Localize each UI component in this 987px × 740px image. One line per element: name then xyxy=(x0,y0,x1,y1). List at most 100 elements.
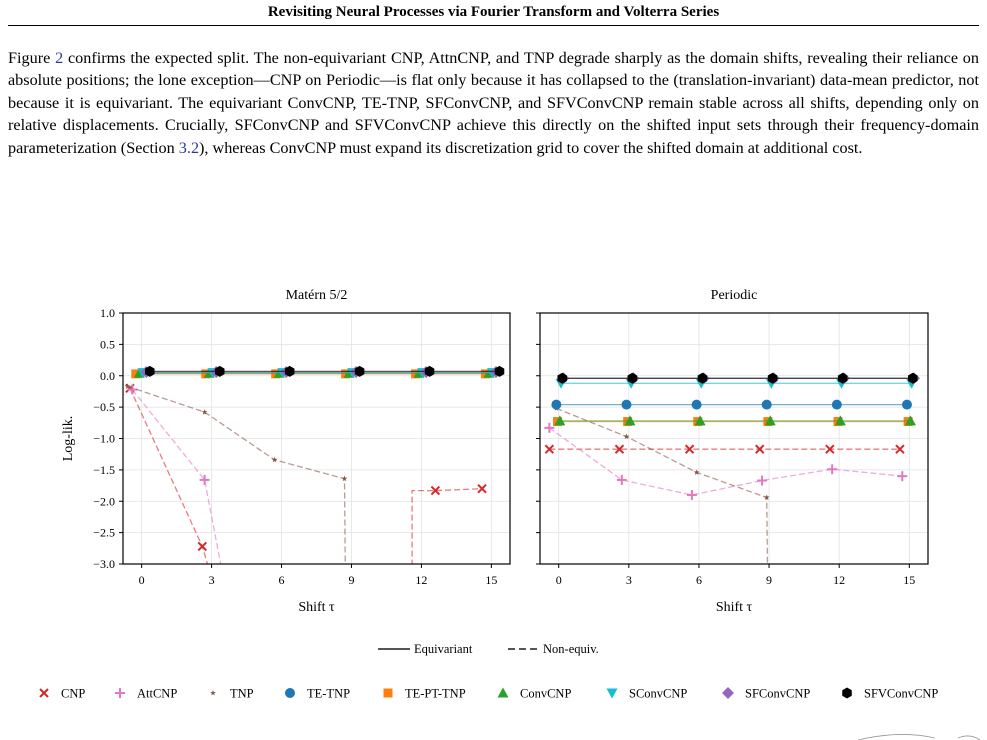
sfconvcnp-legend-marker xyxy=(722,687,734,699)
y-tick-label: 0.0 xyxy=(100,369,115,383)
line-style-legend: Equivariant Non-equiv. xyxy=(378,642,599,656)
data-point-sfvconvcnp xyxy=(837,372,848,384)
x-tick-label: 9 xyxy=(348,573,354,587)
data-point-te-tnp xyxy=(551,399,562,410)
data-point-attcnp xyxy=(199,474,210,485)
figure-reference-link[interactable]: 2 xyxy=(55,49,64,67)
data-point-te-pt-tnp xyxy=(201,369,211,379)
data-point-te-tnp xyxy=(621,399,632,410)
data-point-sfvconvcnp xyxy=(214,365,225,377)
body-paragraph: Figure 2 confirms the expected split. Th… xyxy=(8,47,979,159)
data-point-convcnp xyxy=(764,415,776,426)
cnp-legend-marker xyxy=(39,688,49,698)
te-tnp-legend-marker xyxy=(285,688,295,698)
legend-item-te-tnp: TE-TNP xyxy=(307,687,350,701)
data-point-sfvconvcnp xyxy=(697,372,708,384)
data-point-tnp xyxy=(623,433,630,440)
data-point-te-pt-tnp xyxy=(271,369,281,379)
x-axis-label: Shift τ xyxy=(298,600,335,615)
x-tick-label: 12 xyxy=(833,573,845,587)
tnp-legend-marker xyxy=(210,690,216,696)
plot-frame xyxy=(539,312,929,565)
y-tick-label: 1.0 xyxy=(100,306,115,320)
data-point-attcnp xyxy=(544,422,555,433)
y-tick-label: −1.0 xyxy=(93,432,115,446)
legend-equivariant-label: Equivariant xyxy=(414,642,473,656)
te-pt-tnp-legend-marker xyxy=(383,688,393,698)
data-point-te-tnp xyxy=(901,399,912,410)
x-tick-label: 0 xyxy=(139,573,145,587)
series-group xyxy=(544,372,920,564)
header-rule xyxy=(8,25,979,26)
legend-item-convcnp: ConvCNP xyxy=(520,687,571,701)
data-point-convcnp xyxy=(554,415,566,426)
cropped-next-figure-edge xyxy=(857,734,936,740)
data-point-convcnp xyxy=(904,415,916,426)
data-point-cnp xyxy=(684,444,695,454)
legend-item-tnp: TNP xyxy=(230,687,254,701)
data-point-te-pt-tnp xyxy=(131,369,141,379)
data-point-tnp xyxy=(201,409,208,415)
data-point-attcnp xyxy=(897,471,908,482)
data-point-tnp xyxy=(271,456,278,463)
cropped-next-figure-edge xyxy=(957,735,981,740)
data-point-sfvconvcnp xyxy=(908,372,918,384)
x-tick-label: 12 xyxy=(415,573,427,587)
x-tick-label: 6 xyxy=(696,573,702,587)
data-point-sfvconvcnp xyxy=(354,365,365,377)
x-axis-label: Shift τ xyxy=(716,600,753,615)
data-point-attcnp xyxy=(686,489,697,500)
chart-title: Matérn 5/2 xyxy=(286,288,348,303)
data-point-convcnp xyxy=(624,415,636,426)
model-legend: CNP AttCNP TNP TE-TNP TE-PT-TNP ConvCNP SConvC… xyxy=(39,687,938,701)
data-point-sfvconvcnp xyxy=(145,365,155,377)
data-point-cnp xyxy=(614,444,625,454)
y-tick-label: −0.5 xyxy=(93,400,115,414)
y-tick-label: −3.0 xyxy=(93,557,115,571)
data-point-attcnp xyxy=(827,464,838,475)
chart-title: Periodic xyxy=(711,288,758,303)
y-tick-label: −1.5 xyxy=(93,463,115,477)
data-point-tnp xyxy=(763,494,770,500)
data-point-tnp xyxy=(693,469,700,475)
series-line-cnp xyxy=(411,488,483,564)
running-header: Revisiting Neural Processes via Fourier … xyxy=(267,4,720,20)
data-point-te-tnp xyxy=(831,399,842,410)
data-point-cnp xyxy=(895,444,905,454)
sfvconvcnp-legend-marker xyxy=(842,687,852,699)
data-point-te-pt-tnp xyxy=(411,369,421,379)
data-point-cnp xyxy=(755,444,765,454)
convcnp-legend-marker xyxy=(497,687,509,698)
y-axis-label: Log-lik. xyxy=(61,416,76,462)
x-tick-label: 15 xyxy=(485,573,497,587)
data-point-attcnp xyxy=(127,384,138,395)
legend-item-sconvcnp: SConvCNP xyxy=(629,687,687,701)
data-point-cnp xyxy=(544,444,555,454)
series-line-attcnp xyxy=(548,427,903,496)
y-tick-label: −2.0 xyxy=(93,494,115,508)
x-tick-label: 6 xyxy=(279,573,285,587)
legend-item-attcnp: AttCNP xyxy=(137,687,177,701)
data-point-attcnp xyxy=(757,475,768,486)
paragraph-text-3: ), whereas ConvCNP must expand its discr… xyxy=(199,138,863,157)
plot-frame xyxy=(122,312,511,565)
data-point-convcnp xyxy=(694,415,706,426)
data-point-cnp xyxy=(197,541,207,552)
data-point-sfvconvcnp xyxy=(557,372,567,384)
paragraph-text-1: Figure xyxy=(8,49,56,67)
series-line-attcnp xyxy=(131,389,222,564)
attcnp-legend-marker xyxy=(115,688,125,698)
section-reference-link[interactable]: 3.2 xyxy=(178,138,200,157)
data-point-sfvconvcnp xyxy=(627,372,638,384)
data-point-sfvconvcnp xyxy=(424,365,435,377)
data-point-te-pt-tnp xyxy=(341,369,351,379)
x-tick-label: 3 xyxy=(209,573,215,587)
x-tick-label: 3 xyxy=(626,573,632,587)
data-point-sfvconvcnp xyxy=(284,365,295,377)
data-point-te-tnp xyxy=(691,399,702,410)
chart-panel-1: 0 3 6 9 12 15 1.0 0.5 0.0 −0.5 −1.0 −1.5 −2.0 −2.5 −3.… xyxy=(61,288,511,615)
x-tick-label: 15 xyxy=(903,573,915,587)
paragraph-text-2: confirms the expected split. The non-equ… xyxy=(8,49,979,157)
legend-item-cnp: CNP xyxy=(61,687,85,701)
